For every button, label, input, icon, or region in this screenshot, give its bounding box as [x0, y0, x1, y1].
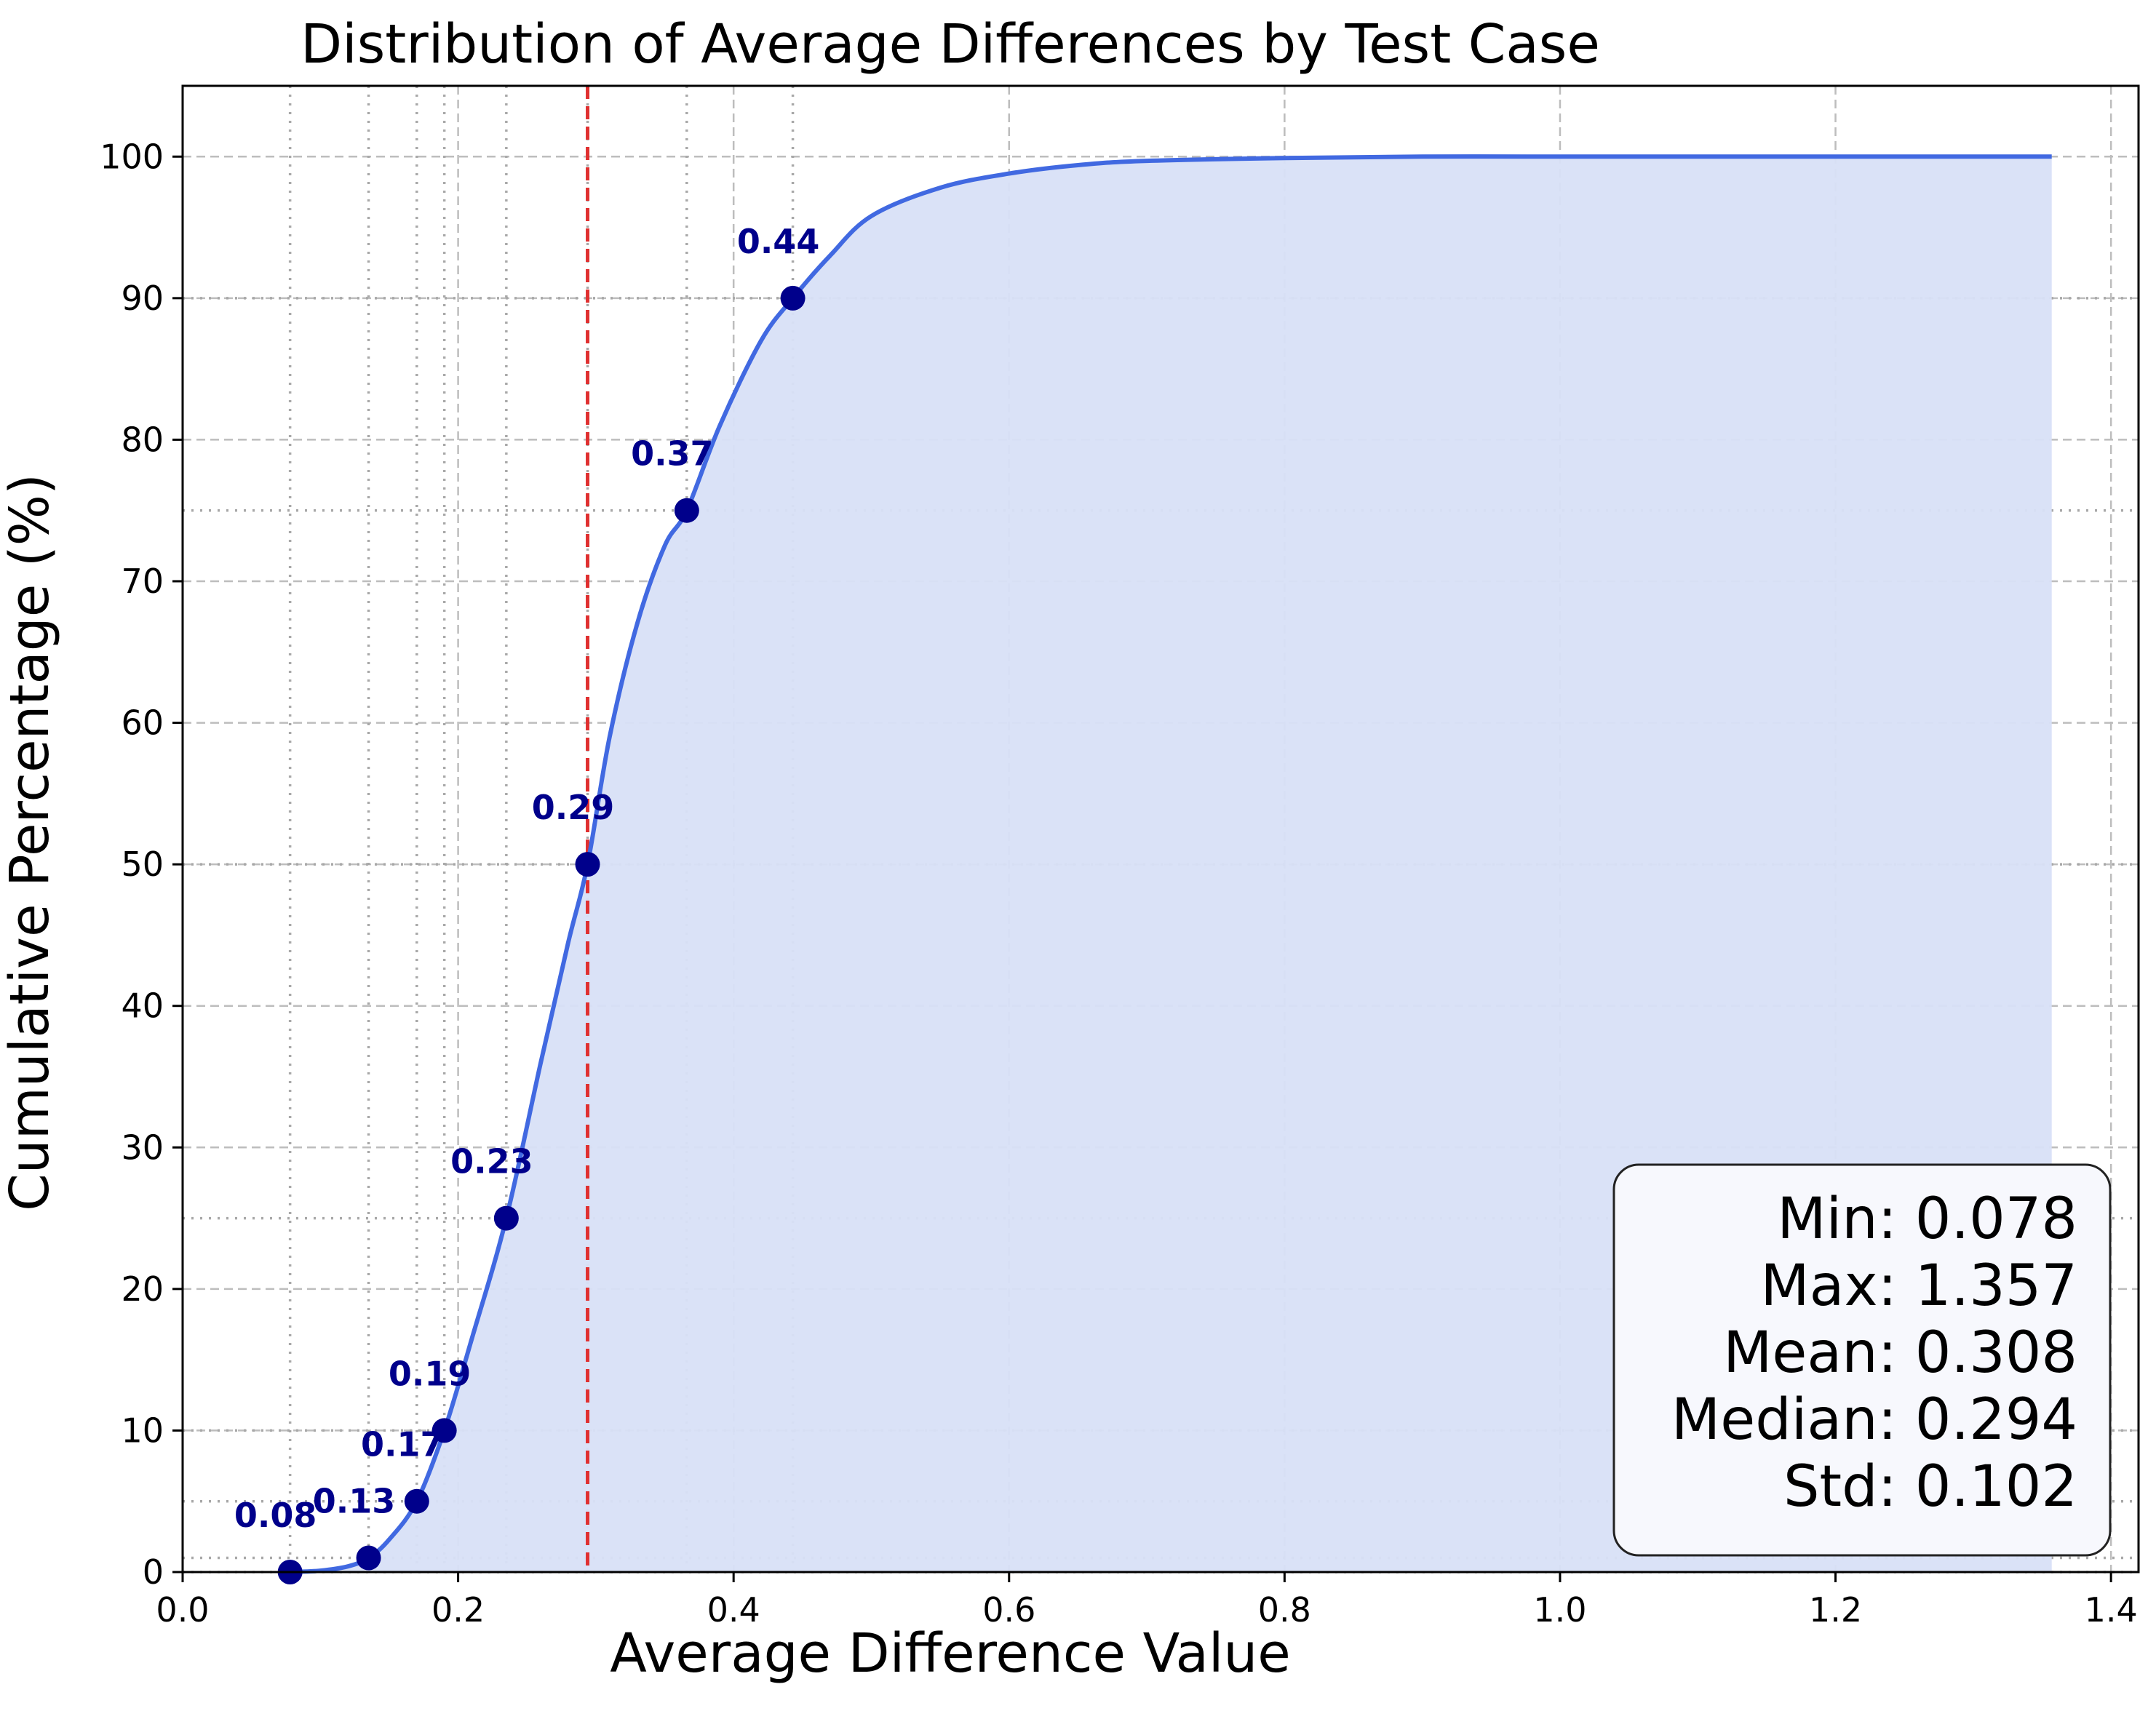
y-tick-label: 80: [121, 420, 164, 459]
percentile-label: 0.29: [532, 788, 615, 827]
x-tick-label: 0.8: [1258, 1590, 1311, 1630]
y-tick-label: 10: [121, 1411, 164, 1450]
x-tick-label: 0.2: [431, 1590, 485, 1630]
y-tick-label: 100: [100, 137, 164, 176]
y-tick-label: 40: [121, 986, 164, 1026]
y-tick-label: 20: [121, 1269, 164, 1309]
y-tick-label: 0: [143, 1552, 164, 1592]
cdf-curve: [290, 154, 2052, 1574]
percentile-label: 0.19: [389, 1354, 472, 1393]
y-axis-label: Cumulative Percentage (%): [0, 474, 61, 1211]
percentile-marker: [575, 852, 600, 877]
axes: [181, 84, 2140, 1574]
chart-title: Distribution of Average Differences by T…: [301, 13, 1600, 76]
y-tick-label: 60: [121, 703, 164, 743]
y-tick-label: 90: [121, 279, 164, 318]
stats-line: Median: 0.294: [1671, 1387, 2077, 1453]
stats-line: Max: 1.357: [1760, 1253, 2077, 1319]
y-tick-label: 50: [121, 845, 164, 884]
cdf-area-fill: [290, 156, 2052, 1573]
plot-frame: [181, 84, 2140, 1574]
percentile-marker: [431, 1418, 457, 1443]
x-axis-label: Average Difference Value: [610, 1622, 1291, 1685]
x-tick-label: 1.0: [1533, 1590, 1586, 1630]
area-fill-layer: [290, 156, 2052, 1573]
x-tick-label: 0.6: [982, 1590, 1035, 1630]
percentile-label: 0.23: [450, 1142, 533, 1181]
stats-box-frame: [1612, 1163, 2112, 1557]
percentile-label: 0.44: [737, 222, 820, 261]
percentile-label: 0.13: [313, 1482, 396, 1521]
percentile-label: 0.17: [361, 1425, 444, 1464]
tick-labels: 0.0 0.2 0.4 0.6 0.8 1.0 1.2 1.4 0 10 20 30 40 50 60 70 8…: [100, 137, 2138, 1630]
cdf-curve-layer: [290, 154, 2052, 1574]
y-tick-label: 30: [121, 1128, 164, 1167]
percentile-marker: [356, 1545, 381, 1571]
x-tick-label: 1.4: [2085, 1590, 2138, 1630]
percentile-marker: [404, 1488, 429, 1514]
percentile-label: 0.37: [631, 434, 714, 474]
stats-line: Std: 0.102: [1783, 1454, 2077, 1520]
percentile-label: 0.08: [234, 1496, 317, 1535]
x-tick-label: 0.4: [707, 1590, 760, 1630]
stats-line: Min: 0.078: [1777, 1186, 2077, 1252]
y-tick-label: 70: [121, 562, 164, 601]
percentile-markers: 0.080.13 0.17 0.19 0.23 0.29 0.37 0.44: [234, 222, 819, 1584]
x-tick-label: 1.2: [1809, 1590, 1862, 1630]
percentile-marker: [780, 285, 805, 311]
stats-line: Mean: 0.308: [1723, 1320, 2077, 1386]
percentile-marker: [493, 1205, 519, 1231]
x-tick-label: 0.0: [156, 1590, 209, 1630]
percentile-marker: [674, 498, 699, 523]
